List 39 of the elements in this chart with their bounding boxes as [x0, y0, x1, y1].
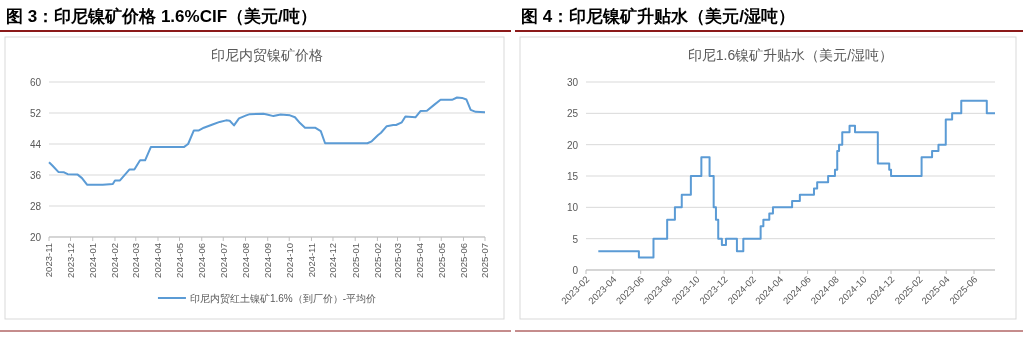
x-tick-label: 2024-09	[262, 243, 274, 278]
y-tick-label: 5	[572, 233, 579, 245]
chart-title: 图 4：印尼镍矿升贴水（美元/湿吨）	[521, 7, 795, 26]
y-tick-label: 15	[566, 171, 579, 182]
x-tick-label: 2023-12	[64, 243, 76, 278]
y-tick-label: 20	[566, 139, 579, 151]
y-tick-label: 44	[29, 139, 42, 150]
x-tick-label: 2025-04	[414, 243, 426, 278]
y-tick-label: 52	[29, 108, 42, 119]
y-tick-label: 30	[566, 77, 579, 88]
chart-subtitle: 印尼1.6镍矿升贴水（美元/湿吨）	[687, 47, 894, 63]
x-tick-label: 2024-11	[305, 243, 317, 278]
x-tick-label: 2024-04	[152, 243, 164, 278]
x-tick-label: 2024-10	[283, 243, 295, 278]
x-tick-label: 2025-05	[435, 243, 447, 278]
y-tick-label: 25	[566, 108, 579, 120]
x-tick-label: 2024-02	[109, 243, 121, 278]
x-tick-label: 2025-02	[371, 243, 383, 278]
x-tick-label: 2025-07	[479, 243, 491, 278]
x-tick-label: 2024-05	[173, 243, 185, 278]
y-tick-label: 60	[29, 77, 42, 88]
x-tick-label: 2023-11	[43, 243, 55, 278]
chart-title: 图 3：印尼镍矿价格 1.6%CIF（美元/吨）	[6, 7, 317, 26]
y-tick-label: 10	[566, 202, 579, 214]
y-tick-label: 0	[572, 265, 579, 276]
x-tick-label: 2024-07	[217, 243, 229, 278]
x-tick-label: 2024-03	[130, 243, 142, 278]
y-tick-label: 36	[29, 170, 42, 181]
x-tick-label: 2024-06	[196, 243, 208, 278]
x-tick-label: 2024-01	[87, 243, 99, 278]
x-tick-label: 2024-08	[239, 243, 251, 278]
x-tick-label: 2025-06	[457, 243, 469, 278]
y-tick-label: 28	[29, 201, 42, 212]
x-tick-label: 2025-03	[391, 243, 403, 278]
legend-label: 印尼内贸红土镍矿1.6%（到厂价）-平均价	[189, 293, 377, 304]
chart-subtitle: 印尼内贸镍矿价格	[211, 47, 323, 63]
y-tick-label: 20	[29, 232, 42, 243]
x-tick-label: 2024-12	[327, 243, 339, 278]
x-tick-label: 2025-01	[349, 243, 361, 278]
